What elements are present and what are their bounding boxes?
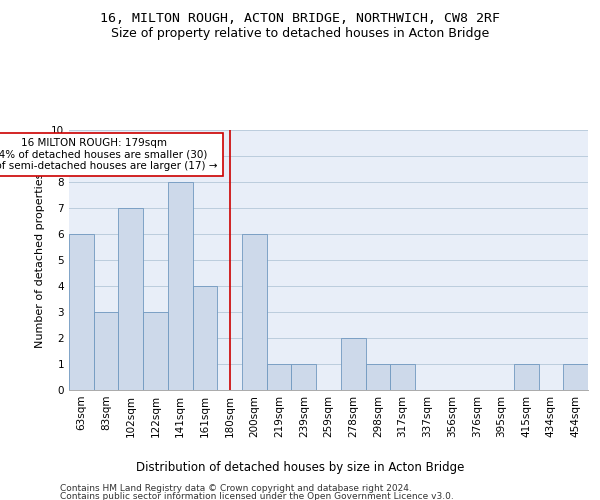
Bar xyxy=(193,286,217,390)
Bar xyxy=(514,364,539,390)
Bar xyxy=(94,312,118,390)
Bar xyxy=(292,364,316,390)
Bar xyxy=(242,234,267,390)
Text: 16 MILTON ROUGH: 179sqm
← 64% of detached houses are smaller (30)
36% of semi-de: 16 MILTON ROUGH: 179sqm ← 64% of detache… xyxy=(0,138,218,171)
Bar xyxy=(69,234,94,390)
Text: Contains public sector information licensed under the Open Government Licence v3: Contains public sector information licen… xyxy=(60,492,454,500)
Y-axis label: Number of detached properties: Number of detached properties xyxy=(35,172,46,348)
Bar xyxy=(267,364,292,390)
Bar xyxy=(341,338,365,390)
Bar xyxy=(563,364,588,390)
Text: Distribution of detached houses by size in Acton Bridge: Distribution of detached houses by size … xyxy=(136,461,464,474)
Text: Contains HM Land Registry data © Crown copyright and database right 2024.: Contains HM Land Registry data © Crown c… xyxy=(60,484,412,493)
Bar xyxy=(143,312,168,390)
Text: 16, MILTON ROUGH, ACTON BRIDGE, NORTHWICH, CW8 2RF: 16, MILTON ROUGH, ACTON BRIDGE, NORTHWIC… xyxy=(100,12,500,26)
Bar xyxy=(365,364,390,390)
Bar xyxy=(168,182,193,390)
Bar xyxy=(118,208,143,390)
Bar xyxy=(390,364,415,390)
Text: Size of property relative to detached houses in Acton Bridge: Size of property relative to detached ho… xyxy=(111,28,489,40)
